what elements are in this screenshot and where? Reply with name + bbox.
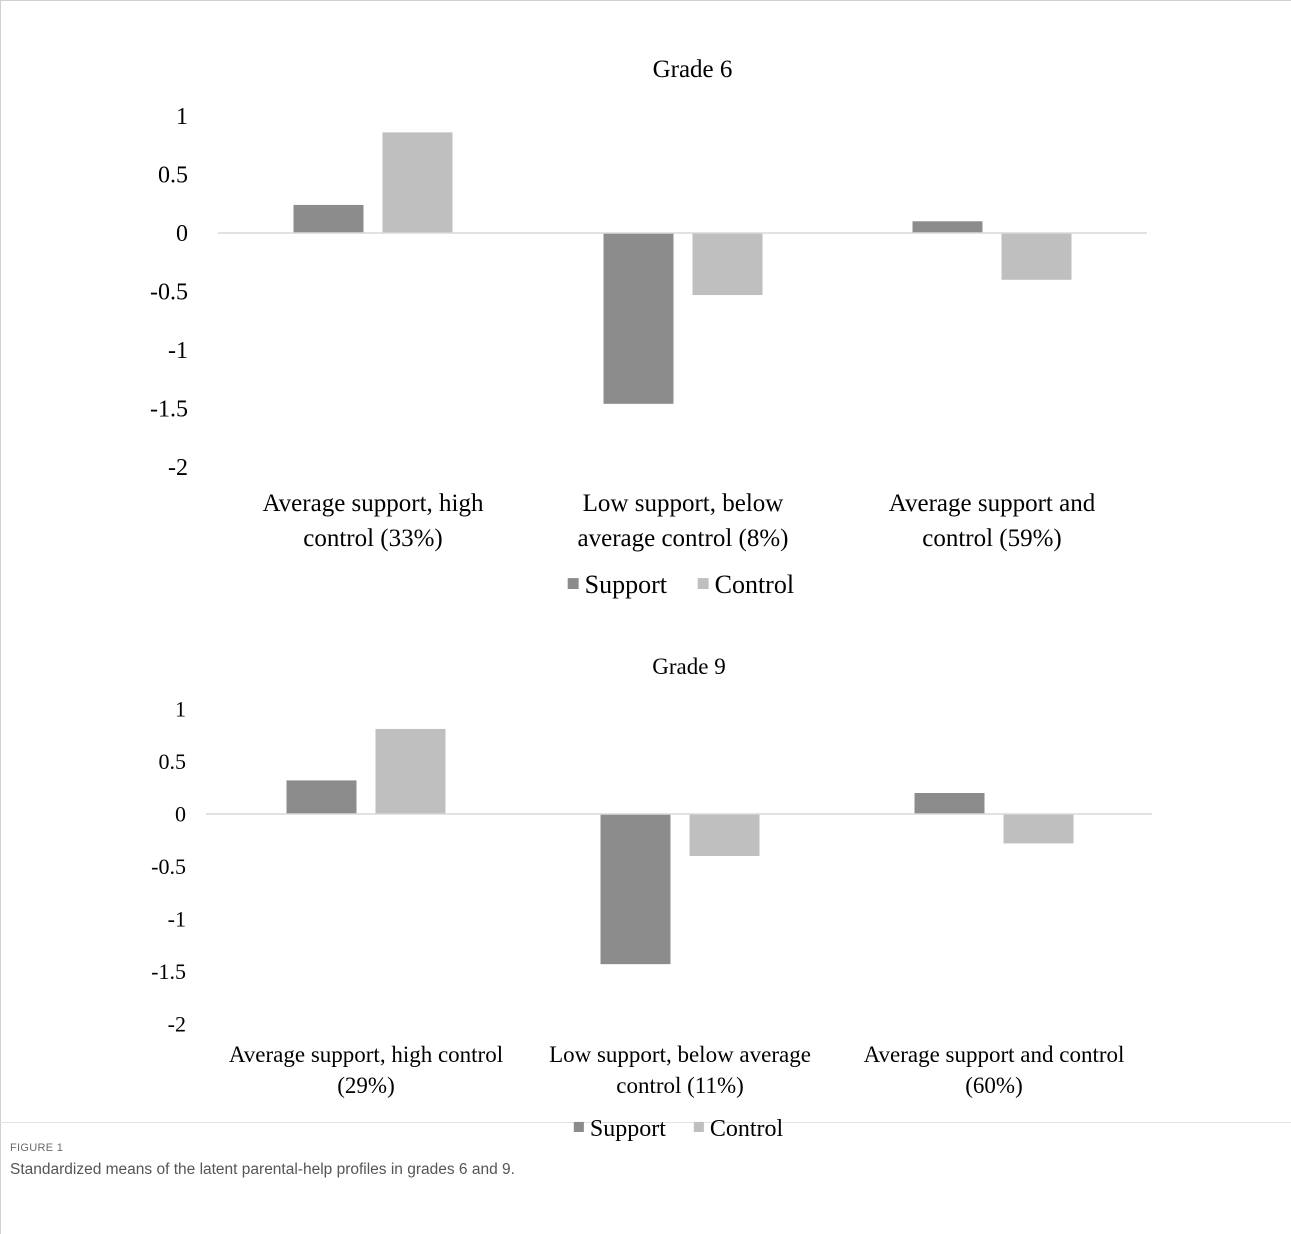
category-label: Low support, below bbox=[583, 490, 784, 517]
category-label: Average support, high bbox=[262, 490, 484, 517]
legend-label-support: Support bbox=[585, 570, 668, 599]
category-label: Low support, below average bbox=[549, 1042, 811, 1067]
category-label: control (33%) bbox=[303, 525, 443, 552]
y-tick-label: 0 bbox=[175, 801, 186, 826]
category-label: Average support and control bbox=[864, 1042, 1125, 1067]
bar-control bbox=[692, 233, 763, 296]
y-tick-label: -1.5 bbox=[150, 397, 188, 423]
y-tick-label: 0 bbox=[176, 221, 188, 247]
y-tick-label: -1 bbox=[168, 906, 186, 931]
bar-support bbox=[914, 793, 985, 814]
figure-caption: Standardized means of the latent parenta… bbox=[10, 1161, 515, 1178]
bar-control bbox=[1003, 814, 1074, 844]
chart-grade-9: Grade 9 1 0.5 0 -0.5 -1 -1.5 -2 Average support,… bbox=[151, 654, 1152, 1142]
bar-support bbox=[603, 233, 674, 404]
y-tick-label: -2 bbox=[168, 455, 188, 481]
category-label: (29%) bbox=[337, 1073, 394, 1098]
chart-grade-6: Grade 6 1 0.5 0 -0.5 -1 -1.5 -2 Average support,… bbox=[150, 56, 1147, 599]
y-tick-label: 0.5 bbox=[158, 163, 188, 189]
legend-label-control: Control bbox=[715, 570, 794, 599]
y-tick-label: 1 bbox=[175, 696, 186, 721]
bar-support bbox=[912, 221, 983, 233]
legend-swatch-control bbox=[697, 578, 709, 589]
bar-support bbox=[293, 204, 364, 233]
figure-label: FIGURE 1 bbox=[10, 1142, 64, 1154]
category-label: average control (8%) bbox=[578, 525, 789, 552]
legend-swatch-control bbox=[693, 1121, 704, 1132]
chart-title: Grade 6 bbox=[653, 56, 733, 83]
y-tick-label: -0.5 bbox=[150, 280, 188, 306]
figure-divider bbox=[0, 1122, 1291, 1123]
y-tick-label: -0.5 bbox=[151, 854, 186, 879]
category-label: (60%) bbox=[965, 1073, 1022, 1098]
legend-swatch-support bbox=[573, 1121, 584, 1132]
bar-control bbox=[375, 728, 446, 814]
category-label: Average support and bbox=[889, 490, 1096, 517]
category-label: Average support, high control bbox=[229, 1042, 503, 1067]
y-tick-label: 1 bbox=[176, 104, 188, 130]
legend-label-support: Support bbox=[590, 1116, 666, 1142]
bar-support bbox=[600, 814, 671, 965]
category-label: control (59%) bbox=[922, 525, 1062, 552]
chart-title: Grade 9 bbox=[652, 654, 725, 679]
bar-support bbox=[286, 780, 357, 814]
y-tick-label: -1 bbox=[168, 338, 188, 364]
bar-control bbox=[382, 132, 453, 233]
y-tick-label: -2 bbox=[168, 1011, 186, 1036]
bar-control bbox=[1001, 233, 1072, 280]
y-tick-label: -1.5 bbox=[151, 959, 186, 984]
bar-control bbox=[689, 814, 760, 856]
y-tick-label: 0.5 bbox=[159, 749, 187, 774]
legend-label-control: Control bbox=[710, 1116, 784, 1142]
legend-swatch-support bbox=[567, 578, 579, 589]
category-label: control (11%) bbox=[616, 1073, 744, 1098]
